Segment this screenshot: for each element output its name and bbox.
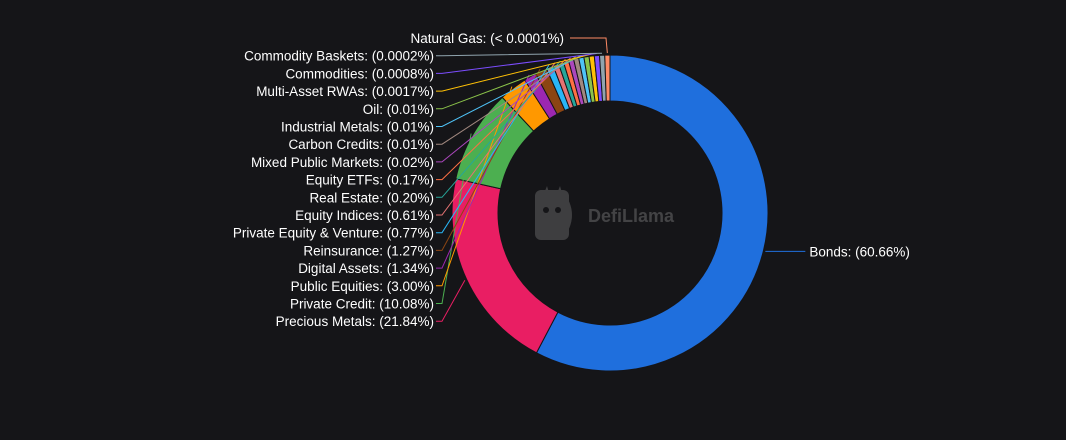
watermark-text: DefiLlama — [588, 206, 675, 226]
leader-line-digital-assets — [436, 74, 530, 269]
label-private-equity-venture: Private Equity & Venture: (0.77%) — [233, 226, 434, 241]
defillama-watermark: DefiLlama — [535, 186, 675, 240]
label-reinsurance: Reinsurance: (1.27%) — [303, 243, 434, 258]
leader-line-industrial-metals — [436, 55, 582, 127]
slice-natural-gas[interactable] — [604, 54, 611, 102]
label-industrial-metals: Industrial Metals: (0.01%) — [281, 120, 434, 135]
leader-line-equity-etfs — [436, 58, 566, 181]
label-equity-indices: Equity Indices: (0.61%) — [295, 208, 434, 223]
label-carbon-credits: Carbon Credits: (0.01%) — [288, 137, 434, 152]
leader-line-multi-asset-rwas — [436, 53, 592, 92]
leader-line-carbon-credits — [436, 56, 577, 145]
label-precious-metals: Precious Metals: (21.84%) — [276, 314, 434, 329]
label-mixed-public-markets: Mixed Public Markets: (0.02%) — [251, 155, 434, 170]
label-oil: Oil: (0.01%) — [363, 102, 434, 117]
label-commodities: Commodities: (0.0008%) — [285, 66, 434, 81]
leader-line-commodity-baskets — [436, 52, 603, 57]
leader-line-natural-gas — [570, 37, 608, 54]
slice-bonds[interactable] — [535, 54, 769, 372]
leader-line-private-credit — [436, 133, 472, 304]
leader-line-commodities — [436, 53, 597, 74]
llama-logo-icon — [535, 186, 572, 240]
label-natural-gas: Natural Gas: (< 0.0001%) — [411, 31, 564, 46]
label-equity-etfs: Equity ETFs: (0.17%) — [306, 173, 434, 188]
label-digital-assets: Digital Assets: (1.34%) — [298, 261, 434, 276]
labels-layer: Bonds: (60.66%) Precious Metals: (21.84%)… — [233, 31, 910, 329]
label-real-estate: Real Estate: (0.20%) — [309, 190, 434, 205]
leader-line-precious-metals — [436, 280, 466, 322]
leader-line-real-estate — [436, 60, 561, 198]
label-bonds: Bonds: (60.66%) — [809, 244, 910, 259]
leader-line-private-equity-venture — [436, 64, 550, 234]
label-multi-asset-rwas: Multi-Asset RWAs: (0.0017%) — [256, 84, 434, 99]
label-commodity-baskets: Commodity Baskets: (0.0002%) — [244, 49, 434, 64]
label-public-equities: Public Equities: (3.00%) — [291, 279, 434, 294]
label-private-credit: Private Credit: (10.08%) — [290, 297, 434, 312]
leader-line-mixed-public-markets — [436, 57, 571, 163]
leader-line-oil — [436, 54, 587, 110]
leader-line-equity-indices — [436, 62, 556, 216]
